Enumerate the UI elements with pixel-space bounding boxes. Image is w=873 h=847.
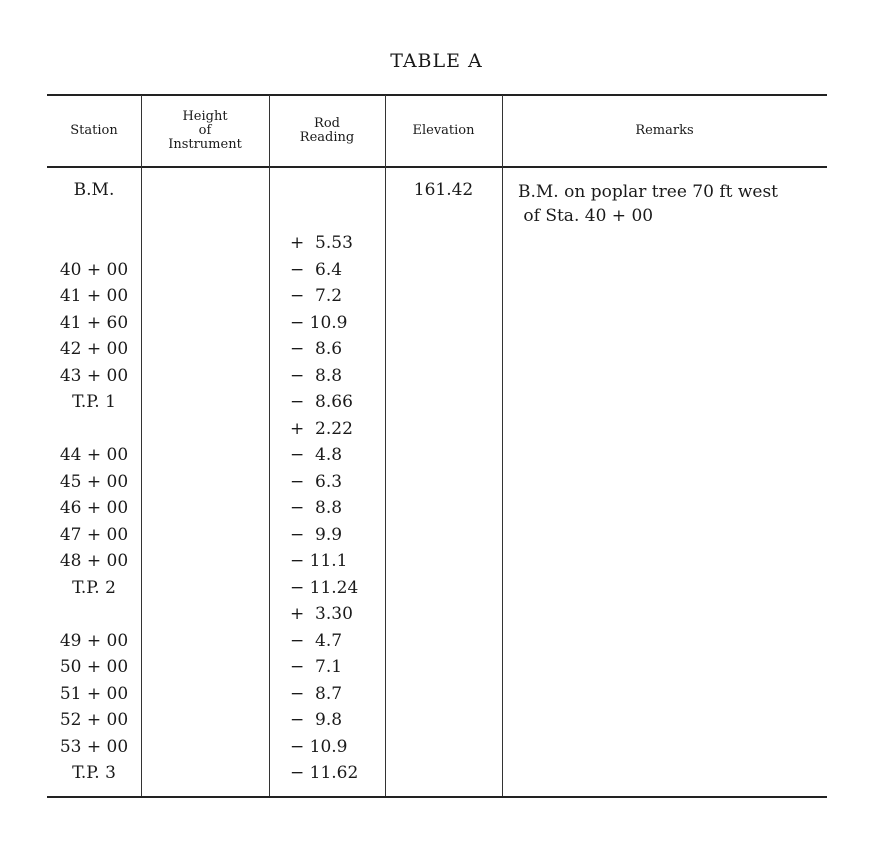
- station-cell: 46 + 00: [59, 498, 129, 518]
- station-cell: 45 + 00: [59, 471, 129, 492]
- station-cell: T.P. 1: [72, 392, 116, 412]
- station-cell: 51 + 00: [59, 683, 129, 704]
- rod-reading-cell: − 6.4: [290, 259, 343, 280]
- rod-reading-cell: − 10.9: [290, 736, 348, 757]
- column-divider: [269, 95, 271, 796]
- rod-reading-cell: − 4.8: [290, 445, 343, 465]
- header-station: Station: [70, 123, 118, 138]
- header-rod-reading: Rod Reading: [299, 116, 355, 145]
- header-height-of-instrument: Height of Instrument: [168, 109, 242, 152]
- column-divider: [385, 95, 387, 796]
- station-cell: 44 + 00: [59, 445, 129, 465]
- rod-reading-cell: − 8.6: [290, 339, 343, 359]
- rod-reading-cell: − 11.62: [290, 763, 359, 783]
- rod-reading-cell: + 2.22: [290, 418, 353, 439]
- rod-reading-cell: − 9.9: [290, 524, 343, 545]
- station-cell: 48 + 00: [59, 551, 129, 571]
- rod-reading-cell: + 3.30: [290, 604, 353, 624]
- rod-reading-cell: + 5.53: [290, 233, 353, 253]
- header-elevation: Elevation: [412, 123, 475, 138]
- station-cell: 53 + 00: [59, 736, 129, 757]
- rod-reading-cell: − 8.8: [290, 498, 343, 518]
- column-divider: [141, 95, 143, 796]
- station-cell: 41 + 00: [59, 286, 129, 306]
- rod-reading-cell: − 8.7: [290, 683, 343, 704]
- rod-reading-cell: − 10.9: [290, 312, 348, 333]
- bm-elevation: 161.42: [413, 180, 474, 200]
- station-cell: [47, 601, 141, 627]
- header-rule: [47, 166, 827, 168]
- station-cell: 41 + 60: [59, 312, 129, 333]
- bottom-rule: [47, 796, 827, 798]
- rod-reading-cell: − 8.66: [290, 392, 353, 412]
- rod-reading-cell: − 7.1: [290, 657, 343, 677]
- station-cell: 42 + 00: [59, 339, 129, 359]
- rod-reading-cell: − 11.24: [290, 577, 359, 598]
- station-cell: 52 + 00: [59, 710, 129, 730]
- station-cell: T.P. 2: [72, 577, 116, 598]
- station-cell: T.P. 3: [72, 763, 116, 783]
- station-cell: 47 + 00: [59, 524, 129, 545]
- rod-reading-cell: − 11.1: [290, 551, 348, 571]
- rod-reading-cell: − 8.8: [290, 365, 343, 386]
- bm-station: B.M.: [73, 180, 115, 200]
- rod-reading-cell: − 7.2: [290, 286, 343, 306]
- station-cell: 49 + 00: [59, 630, 129, 651]
- rod-reading-cell: − 6.3: [290, 471, 343, 492]
- station-cell: 50 + 00: [59, 657, 129, 677]
- station-cell: 40 + 00: [59, 259, 129, 280]
- header-remarks: Remarks: [635, 123, 694, 138]
- station-cell: 43 + 00: [59, 365, 129, 386]
- rod-reading-cell: − 9.8: [290, 710, 343, 730]
- table-title: TABLE A: [390, 50, 483, 72]
- top-rule: [47, 94, 827, 96]
- station-cell: [47, 230, 141, 256]
- bm-remarks: B.M. on poplar tree 70 ft west of Sta. 4…: [518, 182, 779, 226]
- rod-reading-cell: − 4.7: [290, 630, 343, 651]
- column-divider: [502, 95, 504, 796]
- station-cell: [47, 416, 141, 442]
